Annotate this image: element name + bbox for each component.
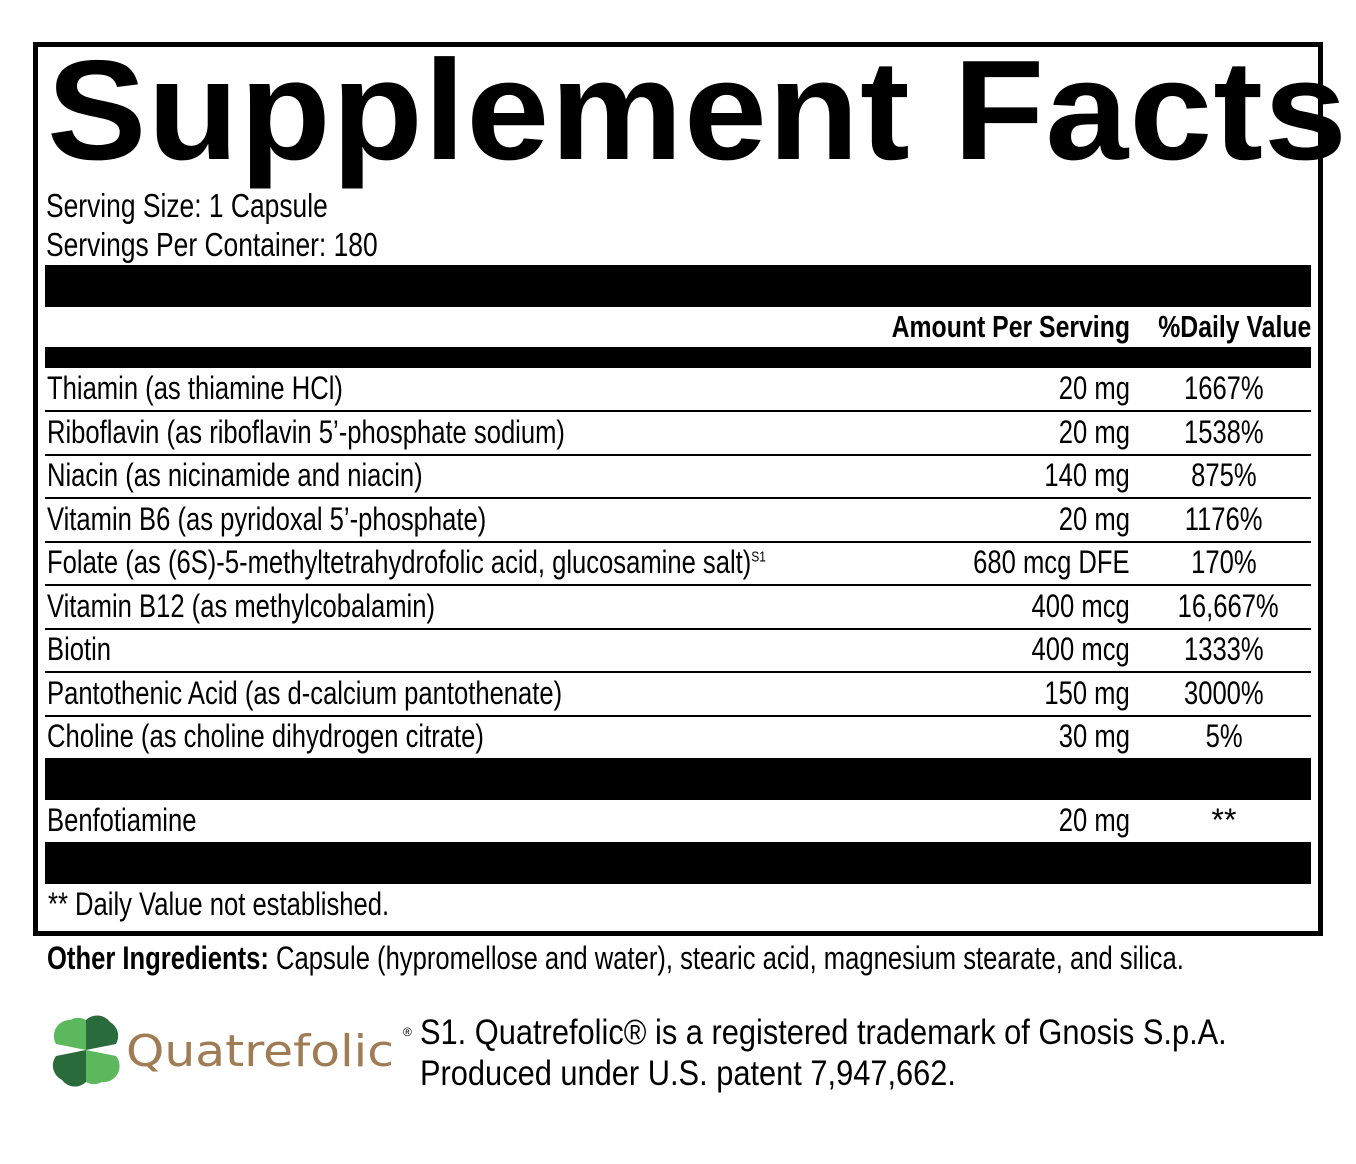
servings-text: Servings Per Container: 180 [46, 226, 378, 263]
nutrient-name: Biotin [47, 631, 112, 667]
column-header: Amount Per Serving %Daily Value [45, 307, 1311, 347]
nutrient-row: Vitamin B6 (as pyridoxal 5’-phosphate) 2… [45, 499, 1311, 543]
nutrient-name: Vitamin B6 (as pyridoxal 5’-phosphate) [47, 500, 487, 537]
divider-bar [45, 265, 1311, 307]
nutrient-name: Thiamin (as thiamine HCl) [47, 370, 343, 406]
nutrient-dv: 16,667% [1177, 587, 1279, 624]
nutrient-name: Folate (as (6S)-5-methyltetrahydrofolic … [47, 544, 766, 580]
nutrient-dv: 875% [1191, 457, 1257, 493]
nutrient-row: Riboflavin (as riboflavin 5’-phosphate s… [45, 412, 1311, 456]
other-ingredients: Other Ingredients: Capsule (hypromellose… [47, 940, 1356, 977]
nutrient-row: Niacin (as nicinamide and niacin) 140 mg… [45, 455, 1311, 499]
nutrient-dv: 1333% [1184, 631, 1264, 667]
nutrient-dv: ** [1211, 802, 1237, 838]
nutrient-dv: 170% [1191, 544, 1257, 580]
nutrient-name: Benfotiamine [47, 802, 197, 838]
nutrient-dv: 1667% [1184, 370, 1264, 406]
nutrient-row: Biotin 400 mcg 1333% [45, 629, 1311, 673]
nutrient-name: Riboflavin (as riboflavin 5’-phosphate s… [47, 413, 565, 450]
nutrient-amount: 30 mg [1058, 718, 1130, 754]
nutrient-dv: 1176% [1185, 500, 1263, 537]
nutrient-amount: 20 mg [1058, 413, 1130, 450]
nutrient-name: Niacin (as nicinamide and niacin) [47, 457, 423, 493]
nutrient-dv: 3000% [1184, 674, 1264, 711]
nutrient-name: Vitamin B12 (as methylcobalamin) [47, 587, 435, 624]
nutrient-amount: 20 mg [1058, 802, 1130, 838]
logo-wordmark: Quatrefolic [126, 1026, 394, 1077]
nutrient-name: Choline (as choline dihydrogen citrate) [47, 718, 484, 754]
divider-bar [45, 347, 1311, 368]
footnote-text: ** Daily Value not established. [48, 886, 390, 922]
nutrient-amount: 400 mcg [1031, 587, 1130, 624]
nutrient-amount: 140 mg [1044, 457, 1130, 493]
quatrefolic-logo: Quatrefolic ® [50, 1014, 415, 1095]
divider-bar [45, 842, 1311, 884]
divider-bar [45, 758, 1311, 800]
clover-icon: Quatrefolic ® [52, 1015, 412, 1087]
other-ingredients-text: Capsule (hypromellose and water), steari… [268, 940, 1184, 976]
nutrient-row: Vitamin B12 (as methylcobalamin) 400 mcg… [45, 586, 1311, 630]
other-ingredients-label: Other Ingredients: [47, 940, 269, 976]
nutrient-row: Benfotiamine 20 mg ** [45, 800, 1311, 842]
nutrient-row: Thiamin (as thiamine HCl) 20 mg 1667% [45, 368, 1311, 412]
registered-mark: ® [403, 1025, 412, 1039]
servings-per-container: Servings Per Container: 180 [46, 227, 461, 263]
serving-size: Serving Size: 1 Capsule [46, 188, 398, 224]
trademark-note: S1. Quatrefolic® is a registered tradema… [420, 1012, 1337, 1094]
nutrient-row: Folate (as (6S)-5-methyltetrahydrofolic … [45, 542, 1311, 586]
nutrient-dv: 1538% [1184, 413, 1264, 450]
nutrient-amount: 20 mg [1058, 500, 1130, 537]
nutrient-row: Pantothenic Acid (as d-calcium pantothen… [45, 673, 1311, 717]
serving-size-text: Serving Size: 1 Capsule [46, 187, 328, 224]
dv-header: %Daily Value [1157, 309, 1311, 344]
footnote: ** Daily Value not established. [48, 886, 474, 923]
nutrient-row: Choline (as choline dihydrogen citrate) … [45, 716, 1311, 758]
panel-title: Supplement Facts [47, 31, 1348, 190]
nutrient-amount: 150 mg [1044, 674, 1130, 711]
note-line: Produced under U.S. patent 7,947,662. [420, 1054, 956, 1093]
supplement-facts-panel [33, 42, 1323, 936]
note-line: S1. Quatrefolic® is a registered tradema… [420, 1013, 1227, 1052]
superscript: S1 [751, 548, 766, 566]
nutrient-name: Pantothenic Acid (as d-calcium pantothen… [47, 674, 563, 711]
nutrient-dv: 5% [1205, 718, 1243, 754]
nutrient-amount: 400 mcg [1031, 631, 1130, 667]
nutrient-amount: 20 mg [1058, 370, 1130, 406]
nutrient-amount: 680 mcg DFE [973, 544, 1131, 580]
amount-header: Amount Per Serving [891, 309, 1130, 344]
